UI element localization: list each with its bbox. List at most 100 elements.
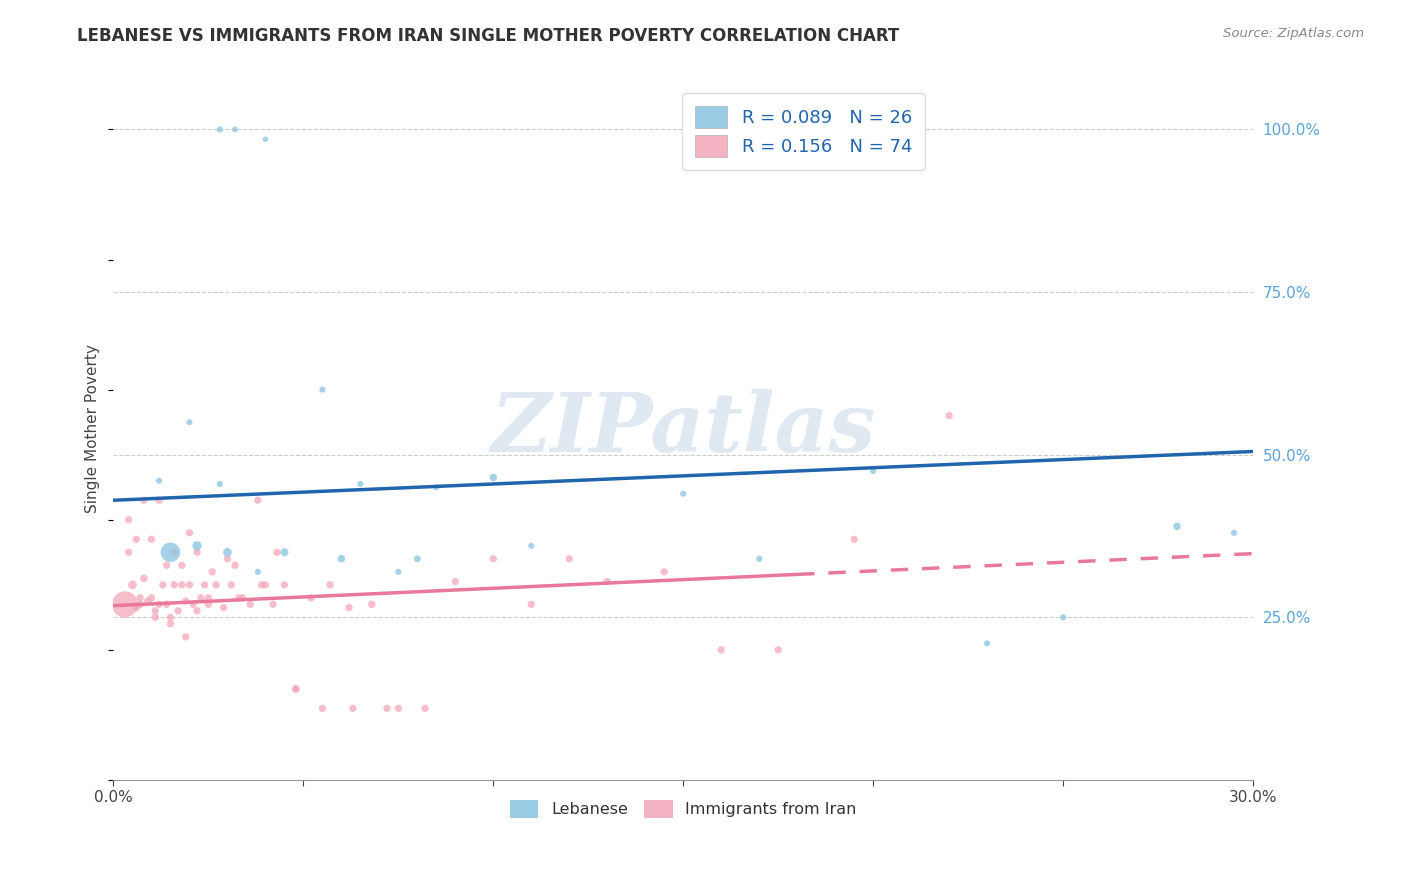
Point bbox=[284, 681, 307, 696]
Point bbox=[132, 571, 155, 585]
Point bbox=[186, 539, 208, 553]
Point bbox=[319, 578, 342, 592]
Point bbox=[159, 610, 181, 624]
Point bbox=[208, 122, 231, 136]
Point bbox=[520, 539, 543, 553]
Point bbox=[156, 597, 179, 611]
Point bbox=[163, 578, 186, 592]
Point bbox=[262, 597, 284, 611]
Text: ZIPatlas: ZIPatlas bbox=[491, 389, 876, 468]
Point bbox=[250, 578, 273, 592]
Point bbox=[186, 545, 208, 559]
Point bbox=[118, 545, 141, 559]
Point bbox=[387, 565, 409, 579]
Point bbox=[118, 513, 141, 527]
Point bbox=[159, 545, 181, 559]
Point bbox=[311, 701, 333, 715]
Point bbox=[273, 578, 295, 592]
Point bbox=[1166, 519, 1188, 533]
Point bbox=[194, 578, 217, 592]
Point bbox=[129, 591, 152, 605]
Legend: Lebanese, Immigrants from Iran: Lebanese, Immigrants from Iran bbox=[503, 793, 863, 825]
Point bbox=[766, 643, 789, 657]
Point bbox=[596, 574, 619, 589]
Point bbox=[170, 558, 193, 573]
Point bbox=[232, 591, 254, 605]
Point bbox=[181, 597, 204, 611]
Point bbox=[170, 578, 193, 592]
Point bbox=[201, 565, 224, 579]
Point bbox=[228, 591, 250, 605]
Point bbox=[342, 701, 364, 715]
Point bbox=[273, 545, 295, 559]
Point bbox=[360, 597, 382, 611]
Point bbox=[375, 701, 398, 715]
Text: LEBANESE VS IMMIGRANTS FROM IRAN SINGLE MOTHER POVERTY CORRELATION CHART: LEBANESE VS IMMIGRANTS FROM IRAN SINGLE … bbox=[77, 27, 900, 45]
Point bbox=[167, 604, 190, 618]
Point bbox=[558, 551, 581, 566]
Point bbox=[143, 604, 166, 618]
Point bbox=[197, 591, 219, 605]
Point bbox=[141, 591, 163, 605]
Point bbox=[159, 616, 181, 631]
Point bbox=[387, 701, 409, 715]
Point bbox=[976, 636, 998, 650]
Point bbox=[748, 551, 770, 566]
Point bbox=[710, 643, 733, 657]
Point bbox=[179, 525, 201, 540]
Point bbox=[311, 383, 333, 397]
Point bbox=[444, 574, 467, 589]
Point bbox=[844, 533, 866, 547]
Point bbox=[148, 493, 170, 508]
Point bbox=[186, 604, 208, 618]
Point bbox=[224, 558, 246, 573]
Point bbox=[672, 487, 695, 501]
Point bbox=[217, 551, 239, 566]
Point bbox=[219, 578, 242, 592]
Point bbox=[174, 594, 197, 608]
Point bbox=[413, 701, 436, 715]
Point bbox=[652, 565, 675, 579]
Point bbox=[1223, 525, 1246, 540]
Point bbox=[125, 533, 148, 547]
Point bbox=[299, 591, 322, 605]
Point bbox=[520, 597, 543, 611]
Point bbox=[205, 578, 228, 592]
Point bbox=[208, 477, 231, 491]
Point bbox=[114, 597, 136, 611]
Point bbox=[163, 545, 186, 559]
Text: Source: ZipAtlas.com: Source: ZipAtlas.com bbox=[1223, 27, 1364, 40]
Point bbox=[179, 578, 201, 592]
Point bbox=[156, 558, 179, 573]
Point bbox=[862, 464, 884, 478]
Point bbox=[217, 545, 239, 559]
Point bbox=[132, 493, 155, 508]
Point bbox=[349, 477, 371, 491]
Point bbox=[254, 132, 277, 146]
Point bbox=[179, 415, 201, 429]
Point bbox=[266, 545, 288, 559]
Point bbox=[239, 597, 262, 611]
Point bbox=[197, 597, 219, 611]
Point bbox=[148, 474, 170, 488]
Point bbox=[254, 578, 277, 592]
Point bbox=[224, 122, 246, 136]
Point bbox=[246, 493, 269, 508]
Point bbox=[337, 600, 360, 615]
Point bbox=[246, 565, 269, 579]
Y-axis label: Single Mother Poverty: Single Mother Poverty bbox=[86, 344, 100, 513]
Point bbox=[330, 551, 353, 566]
Point bbox=[136, 594, 159, 608]
Point bbox=[125, 600, 148, 615]
Point bbox=[190, 591, 212, 605]
Point bbox=[141, 533, 163, 547]
Point bbox=[1052, 610, 1074, 624]
Point bbox=[284, 681, 307, 696]
Point bbox=[425, 480, 447, 494]
Point bbox=[482, 470, 505, 484]
Point bbox=[129, 597, 152, 611]
Point bbox=[143, 610, 166, 624]
Point bbox=[121, 578, 143, 592]
Point bbox=[938, 409, 960, 423]
Point bbox=[212, 600, 235, 615]
